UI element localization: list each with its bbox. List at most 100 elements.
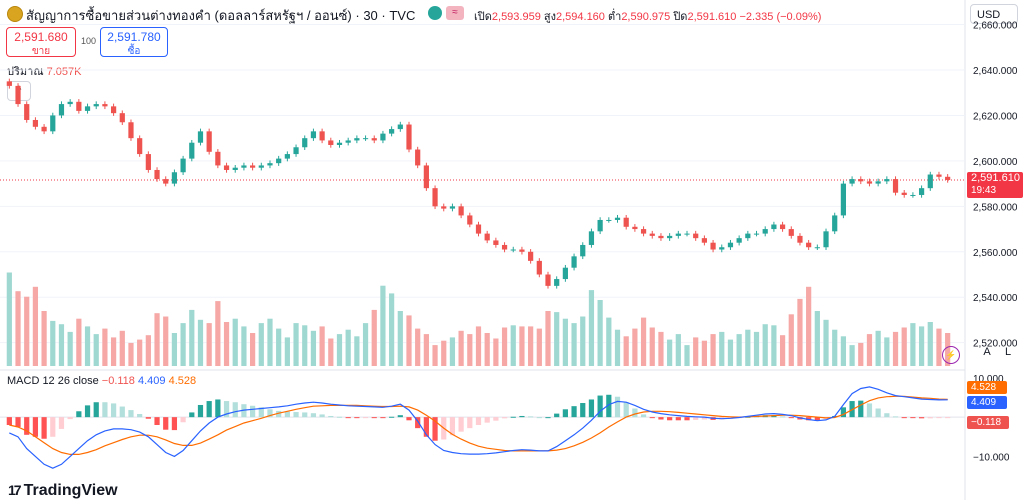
candle-body bbox=[788, 229, 794, 236]
volume-bar bbox=[858, 342, 864, 366]
volume-bar bbox=[901, 327, 907, 366]
candle-body bbox=[875, 181, 881, 184]
candle-body bbox=[58, 104, 65, 116]
volume-bar bbox=[519, 326, 525, 366]
candle-body bbox=[858, 179, 864, 182]
volume-bar bbox=[580, 316, 586, 366]
macd-histogram-bar bbox=[806, 417, 812, 421]
volume-bar bbox=[675, 334, 681, 366]
candle-body bbox=[276, 158, 282, 164]
candle-body bbox=[736, 238, 742, 243]
macd-histogram-bar bbox=[50, 417, 56, 437]
buy-price: 2,591.780 bbox=[107, 30, 161, 44]
buy-button[interactable]: 2,591.780 ซื้อ bbox=[100, 27, 168, 57]
candle-body bbox=[667, 235, 673, 239]
macd-histogram-bar bbox=[519, 415, 525, 418]
macd-histogram-bar bbox=[449, 417, 456, 436]
candle-body bbox=[588, 231, 595, 245]
wave-icon[interactable]: ≈ bbox=[446, 6, 464, 20]
macd-histogram-bar bbox=[67, 417, 73, 420]
log-scale-button[interactable]: L bbox=[1004, 346, 1012, 358]
macd-histogram-bar bbox=[467, 417, 473, 429]
candle-body bbox=[180, 158, 186, 173]
volume-bar bbox=[354, 336, 360, 366]
sell-button[interactable]: 2,591.680 ขาย bbox=[6, 27, 76, 57]
macd-histogram-bar bbox=[475, 417, 482, 425]
candle-body bbox=[832, 215, 838, 232]
macd-tick-label: −10.000 bbox=[973, 452, 1010, 463]
price-tick-label: 2,580.000 bbox=[973, 202, 1018, 213]
auto-scale-button[interactable]: A bbox=[983, 346, 991, 358]
candle-body bbox=[441, 206, 447, 209]
tradingview-logo[interactable]: 17 TradingView bbox=[8, 482, 118, 500]
macd-histogram-bar bbox=[6, 417, 12, 425]
candle-body bbox=[84, 106, 91, 111]
volume-bar bbox=[423, 334, 429, 366]
volume-bar bbox=[806, 286, 812, 366]
candle-body bbox=[119, 113, 125, 123]
candle-body bbox=[623, 217, 629, 227]
volume-bar bbox=[67, 331, 73, 366]
price-axis: 2,660.000 2,640.000 2,620.000 2,600.000 2,58… bbox=[973, 21, 1018, 464]
volume-bar bbox=[206, 323, 212, 366]
volume-bar bbox=[501, 327, 508, 366]
macd-histogram-bar bbox=[779, 416, 786, 418]
volume-bar bbox=[684, 345, 690, 366]
candle-body bbox=[493, 240, 499, 245]
macd-histogram-bar bbox=[484, 417, 490, 423]
macd-histogram-bar bbox=[171, 417, 178, 431]
candle-body bbox=[719, 247, 725, 250]
volume-bar bbox=[223, 322, 230, 366]
macd-histogram-bar bbox=[223, 401, 230, 418]
macd-histogram-bar bbox=[336, 416, 343, 418]
candle-body bbox=[901, 192, 907, 195]
volume-bar bbox=[32, 286, 39, 366]
currency-selector[interactable]: USD bbox=[970, 4, 1018, 24]
candle-body bbox=[849, 179, 855, 184]
macd-histogram-bar bbox=[788, 417, 794, 419]
volume-bar bbox=[484, 333, 490, 366]
candle-body bbox=[354, 138, 360, 141]
macd-histogram-bar bbox=[371, 417, 377, 419]
macd-histogram-bar bbox=[267, 409, 273, 418]
volume-bar bbox=[475, 326, 482, 366]
volume-bar bbox=[701, 340, 707, 366]
macd-lines bbox=[9, 386, 948, 469]
candle-body bbox=[284, 154, 290, 159]
macd-histogram-bar bbox=[632, 408, 638, 418]
volume-bar bbox=[753, 331, 760, 366]
volume-bar bbox=[336, 334, 343, 366]
macd-histogram-bar bbox=[102, 402, 108, 418]
buy-label: ซื้อ bbox=[127, 46, 141, 57]
volume-bar bbox=[449, 337, 456, 366]
volume-bar bbox=[241, 326, 247, 366]
macd-histogram-bar bbox=[528, 416, 534, 418]
macd-histogram-bar bbox=[258, 407, 264, 418]
candle-body bbox=[528, 251, 534, 261]
macd-histogram-bar bbox=[580, 403, 586, 418]
candle-body bbox=[406, 124, 412, 150]
macd-histogram-bar bbox=[76, 411, 82, 418]
candle-body bbox=[892, 179, 899, 193]
macd-histogram-bar bbox=[58, 417, 65, 429]
macd-histogram-bar bbox=[423, 417, 429, 437]
histogram-value-tag: −0.118 bbox=[967, 416, 1009, 429]
volume-bar bbox=[310, 330, 317, 366]
market-status-icon[interactable] bbox=[428, 6, 442, 20]
macd-histogram-bar bbox=[858, 400, 864, 418]
candle-body bbox=[840, 183, 847, 216]
macd-histogram-bar bbox=[649, 417, 655, 419]
lightning-icon[interactable]: ⚡ bbox=[942, 346, 960, 364]
macd-histogram-bar bbox=[189, 412, 195, 418]
candle-body bbox=[371, 138, 377, 141]
symbol-title[interactable]: สัญญาการซื้อขายส่วนต่างทองคำ (ดอลลาร์สหร… bbox=[26, 8, 416, 23]
volume-bar bbox=[84, 326, 91, 366]
volume-bars bbox=[6, 272, 951, 366]
macd-histogram-bar bbox=[32, 417, 39, 437]
volume-bar bbox=[762, 324, 768, 366]
candle-body bbox=[197, 131, 204, 143]
macd-histogram bbox=[6, 394, 951, 441]
macd-legend: MACD 12 26 close −0.118 4.409 4.528 bbox=[7, 375, 196, 387]
change-value: −2.335 (−0.09%) bbox=[739, 11, 822, 23]
